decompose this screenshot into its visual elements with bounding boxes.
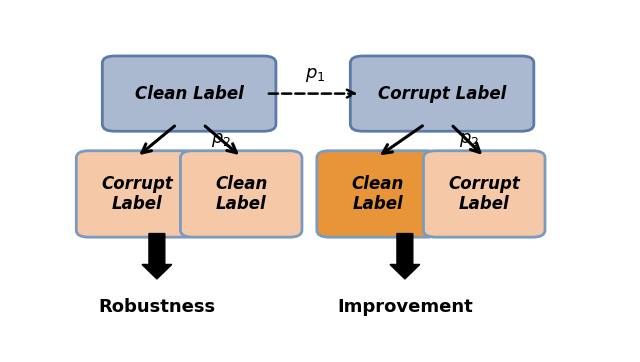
Text: Corrupt
Label: Corrupt Label xyxy=(101,174,173,213)
Text: Robustness: Robustness xyxy=(99,298,216,316)
Text: $p_2$: $p_2$ xyxy=(460,131,479,149)
Text: Corrupt Label: Corrupt Label xyxy=(378,85,506,102)
FancyBboxPatch shape xyxy=(424,151,545,237)
Polygon shape xyxy=(142,233,172,279)
Text: $p_1$: $p_1$ xyxy=(305,67,325,84)
FancyBboxPatch shape xyxy=(102,56,276,131)
Polygon shape xyxy=(390,233,420,279)
Text: Corrupt
Label: Corrupt Label xyxy=(448,174,520,213)
FancyBboxPatch shape xyxy=(317,151,438,237)
Text: Clean
Label: Clean Label xyxy=(215,174,268,213)
Text: Clean Label: Clean Label xyxy=(134,85,244,102)
Text: Improvement: Improvement xyxy=(337,298,473,316)
Text: Clean
Label: Clean Label xyxy=(351,174,404,213)
Text: $p_2$: $p_2$ xyxy=(211,131,232,149)
FancyBboxPatch shape xyxy=(350,56,534,131)
FancyBboxPatch shape xyxy=(180,151,302,237)
FancyBboxPatch shape xyxy=(76,151,198,237)
